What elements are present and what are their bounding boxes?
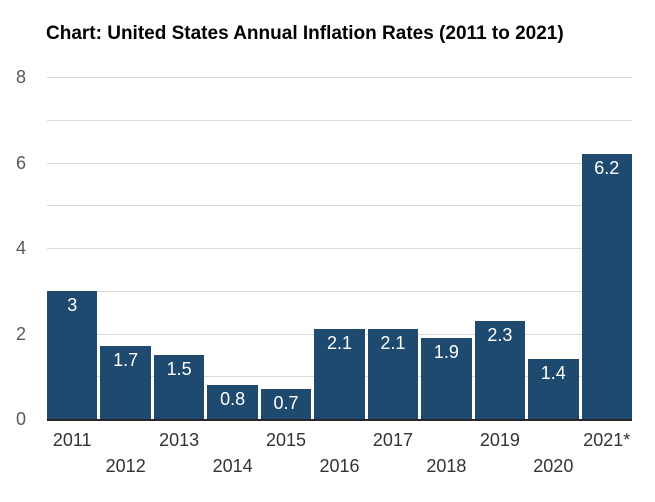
bar-value-label-2017: 2.1 [380,333,406,354]
bar-value-label-2018: 1.9 [433,341,459,362]
bar-2011: 3 [47,290,98,419]
x-tick-label-2021-star: 2021* [583,430,631,450]
bar-2018: 1.9 [421,337,472,419]
bar-value-label-2019: 2.3 [487,324,513,345]
x-tick-label-2012: 2012 [105,456,146,476]
bar-2020: 1.4 [528,359,579,419]
gridline-3 [47,290,632,292]
x-tick-label-2018: 2018 [426,456,467,476]
bar-2015: 0.7 [260,389,312,419]
bar-value-label-2020: 1.4 [540,363,566,384]
chart-title: Chart: United States Annual Inflation Ra… [46,23,564,44]
x-tick-label-2013: 2013 [159,430,200,450]
bar-value-label-2021*: 6.2 [594,157,620,178]
x-tick-label-2014: 2014 [212,456,253,476]
bar-value-label-2015: 0.7 [273,393,299,414]
bar-2016: 2.1 [314,329,365,419]
y-tick-label-8: 8 [15,67,26,87]
bar-2012: 1.7 [100,346,151,419]
bar-2014: 0.8 [207,384,258,419]
x-tick-label-2016: 2016 [319,456,360,476]
plot-area: 3 1.7 1.5 0.8 0.7 2.1 2.1 1.9 2.3 1.4 6.2 [47,77,632,421]
x-tick-label-2020: 2020 [533,456,574,476]
gridline-7 [47,119,632,121]
gridline-5 [47,205,632,207]
x-tick-label-2015: 2015 [266,430,307,450]
bar-2019: 2.3 [474,320,526,419]
gridline-8 [47,77,632,78]
y-tick-label-2: 2 [15,323,26,344]
x-axis: 2011 2012 2013 2014 2015 2016 2017 2018 2019 2020… [47,430,632,477]
x-tick-label-2011: 2011 [52,430,92,450]
bar-2017: 2.1 [367,329,419,419]
bar-value-label-2013: 1.5 [166,358,192,379]
y-tick-label-6: 6 [15,152,26,173]
bar-value-label-2016: 2.1 [326,333,352,354]
bar-value-label-2012: 1.7 [113,350,139,371]
bars-row: 3 1.7 1.5 0.8 0.7 2.1 2.1 1.9 2.3 1.4 6.2 [47,77,632,419]
x-tick-label-2017: 2017 [372,430,413,450]
gridline-4 [47,248,632,249]
bar-2021*: 6.2 [581,153,632,419]
y-tick-label-0: 0 [15,409,26,429]
bar-2013: 1.5 [153,354,205,419]
gridline-6 [47,162,632,164]
bar-value-label-2011: 3 [67,294,78,315]
y-tick-label-4: 4 [15,238,26,258]
x-tick-label-2019: 2019 [479,430,520,450]
bar-value-label-2014: 0.8 [220,388,246,409]
y-axis: 0 2 4 6 8 [0,67,26,429]
